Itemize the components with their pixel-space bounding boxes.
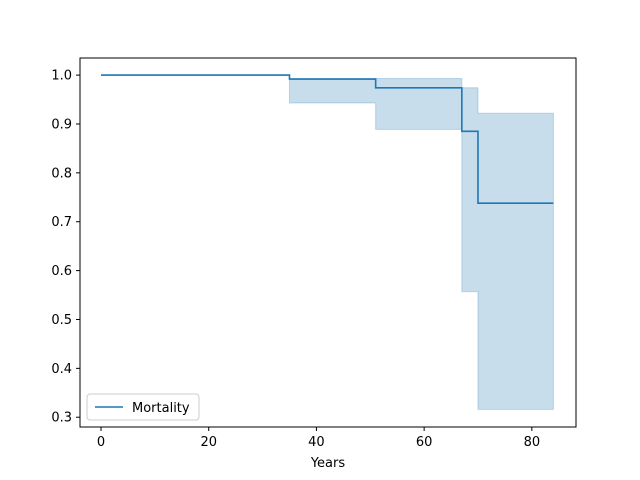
x-tick-label: 60 [416, 435, 433, 450]
y-tick-label: 0.5 [51, 313, 72, 328]
x-tick-label: 20 [200, 435, 217, 450]
legend-box [86, 393, 200, 421]
legend-label-mortality: Mortality [132, 401, 190, 416]
y-tick-label: 0.4 [51, 362, 72, 377]
survival-line-mortality [101, 74, 554, 204]
y-axis: 0.3 0.4 0.5 0.6 0.7 0.8 0.9 1.0 [51, 69, 80, 426]
x-axis: 0 20 40 60 80 [97, 427, 540, 450]
y-tick-label: 0.6 [51, 264, 72, 279]
x-tick-label: 40 [308, 435, 325, 450]
legend: Mortality [86, 393, 200, 421]
x-tick-label: 0 [97, 435, 105, 450]
y-tick-label: 0.8 [51, 166, 72, 181]
y-tick-label: 1.0 [51, 69, 72, 84]
y-tick-label: 0.7 [51, 215, 72, 230]
y-tick-label: 0.9 [51, 117, 72, 132]
axes-frame [79, 57, 577, 428]
x-axis-label: Years [310, 456, 346, 471]
plot-area [101, 74, 554, 410]
x-tick-label: 80 [524, 435, 541, 450]
y-tick-label: 0.3 [51, 411, 72, 426]
